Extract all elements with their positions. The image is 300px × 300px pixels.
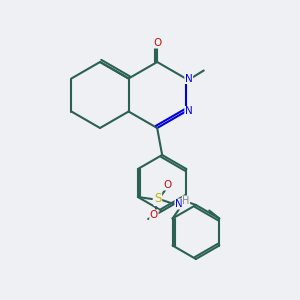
Text: S: S	[154, 193, 162, 206]
Text: O: O	[153, 38, 161, 48]
Text: H: H	[182, 196, 190, 206]
Text: O: O	[150, 210, 158, 220]
Text: N: N	[175, 199, 183, 209]
Text: N: N	[185, 74, 193, 83]
Text: O: O	[164, 180, 172, 190]
Text: N: N	[185, 106, 193, 116]
